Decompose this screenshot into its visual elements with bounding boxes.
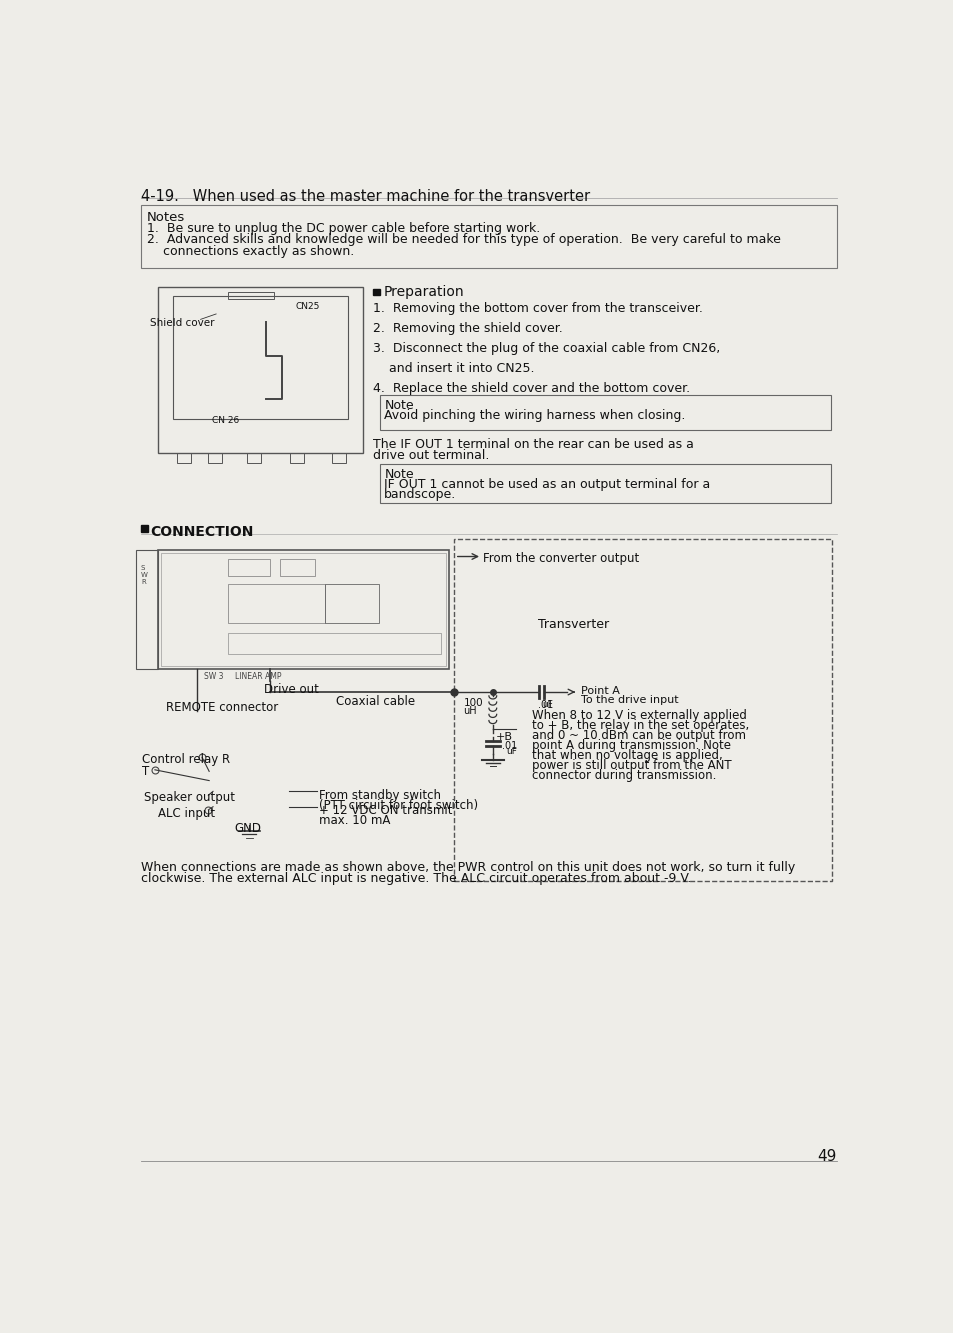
Text: CN25: CN25 [295, 303, 320, 312]
Text: Speaker output: Speaker output [144, 792, 234, 804]
Circle shape [231, 769, 239, 778]
Text: connector during transmission.: connector during transmission. [531, 769, 715, 782]
Circle shape [209, 742, 290, 822]
Text: uF: uF [506, 748, 517, 756]
Text: max. 10 mA: max. 10 mA [319, 814, 390, 828]
Text: 49: 49 [817, 1149, 836, 1165]
Text: Note: Note [384, 468, 414, 481]
Text: point A during transmission. Note: point A during transmission. Note [531, 738, 730, 752]
Text: and insert it into CN25.: and insert it into CN25. [373, 363, 535, 376]
Text: S
W
R: S W R [141, 565, 148, 585]
Bar [373, 288, 380, 296]
Text: When connections are made as shown above, the PWR control on this unit does not : When connections are made as shown above… [141, 861, 795, 873]
Text: Notes: Notes [147, 211, 185, 224]
Text: 3.  Disconnect the plug of the coaxial cable from CN26,: 3. Disconnect the plug of the coaxial ca… [373, 343, 720, 356]
Text: 100: 100 [463, 698, 482, 708]
Text: drive out terminal.: drive out terminal. [373, 449, 489, 461]
Bar [530, 768, 754, 778]
Text: 4-19.   When used as the master machine for the transverter: 4-19. When used as the master machine fo… [141, 189, 590, 204]
Text: CN 26: CN 26 [212, 416, 239, 425]
Bar [173, 296, 348, 420]
Bar [228, 292, 274, 300]
Bar [141, 205, 836, 268]
Circle shape [245, 794, 253, 804]
Text: Drive out: Drive out [264, 682, 318, 696]
Bar [454, 539, 831, 881]
Text: T: T [142, 765, 150, 778]
Bar [158, 287, 363, 453]
Circle shape [231, 786, 239, 794]
Text: Transverter: Transverter [537, 619, 608, 631]
Bar [530, 758, 754, 768]
Bar [136, 549, 158, 669]
Text: Shield cover: Shield cover [150, 317, 214, 328]
Text: The IF OUT 1 terminal on the rear can be used as a: The IF OUT 1 terminal on the rear can be… [373, 439, 694, 451]
Text: Coaxial cable: Coaxial cable [335, 694, 415, 708]
Text: SW 3: SW 3 [204, 672, 224, 681]
Text: ALC input: ALC input [158, 806, 214, 820]
Bar [228, 559, 270, 576]
Text: To the drive input: To the drive input [580, 694, 679, 705]
Circle shape [259, 769, 268, 778]
Circle shape [178, 593, 212, 627]
Bar [141, 525, 148, 532]
Text: Avoid pinching the wiring harness when closing.: Avoid pinching the wiring harness when c… [384, 409, 685, 421]
Text: and 0 ~ 10 dBm can be output from: and 0 ~ 10 dBm can be output from [531, 729, 744, 742]
Text: .01: .01 [537, 700, 553, 709]
Text: 2.  Advanced skills and knowledge will be needed for this type of operation.  Be: 2. Advanced skills and knowledge will be… [147, 233, 781, 247]
Bar [324, 584, 378, 623]
Bar [332, 453, 346, 463]
Circle shape [245, 761, 253, 769]
Bar [280, 559, 315, 576]
Text: IF OUT 1 cannot be used as an output terminal for a: IF OUT 1 cannot be used as an output ter… [384, 479, 710, 491]
Text: REMOTE connector: REMOTE connector [166, 701, 277, 714]
Text: uH: uH [463, 706, 476, 716]
Text: From the converter output: From the converter output [483, 552, 639, 565]
Text: CONNECTION: CONNECTION [150, 525, 253, 539]
Bar [228, 584, 324, 623]
Bar [290, 453, 303, 463]
Text: Point A: Point A [580, 686, 619, 696]
Text: When 8 to 12 V is externally applied: When 8 to 12 V is externally applied [531, 709, 745, 722]
Bar [158, 549, 448, 669]
Text: 1.  Be sure to unplug the DC power cable before starting work.: 1. Be sure to unplug the DC power cable … [147, 221, 539, 235]
Bar [228, 633, 440, 655]
Text: +B: +B [496, 732, 513, 742]
Text: clockwise. The external ALC input is negative. The ALC circuit operates from abo: clockwise. The external ALC input is neg… [141, 872, 691, 885]
Bar [161, 553, 445, 666]
Text: Control relay R: Control relay R [142, 753, 231, 766]
Text: to + B, the relay in the set operates,: to + B, the relay in the set operates, [531, 718, 748, 732]
Text: bandscope.: bandscope. [384, 488, 456, 501]
Text: Note: Note [384, 399, 414, 412]
Text: 1.  Removing the bottom cover from the transceiver.: 1. Removing the bottom cover from the tr… [373, 303, 702, 316]
Text: (PTT circuit for foot switch): (PTT circuit for foot switch) [319, 798, 477, 812]
Text: power is still output from the ANT: power is still output from the ANT [531, 758, 730, 772]
Text: 2.  Removing the shield cover.: 2. Removing the shield cover. [373, 323, 562, 336]
Bar [208, 453, 222, 463]
Circle shape [259, 786, 268, 794]
Circle shape [172, 587, 218, 633]
Circle shape [245, 778, 253, 786]
Bar [379, 395, 830, 431]
Text: uF: uF [542, 700, 553, 709]
Bar [247, 453, 261, 463]
Bar [530, 748, 754, 758]
Text: Preparation: Preparation [383, 285, 464, 299]
Bar [379, 464, 830, 503]
Text: GND: GND [233, 822, 261, 836]
Bar [177, 453, 192, 463]
Text: connections exactly as shown.: connections exactly as shown. [147, 245, 354, 257]
Text: + 12 VDC ON transmit: + 12 VDC ON transmit [319, 804, 453, 817]
Text: From standby switch: From standby switch [319, 789, 440, 802]
Text: .01: .01 [501, 741, 517, 750]
Text: 4.  Replace the shield cover and the bottom cover.: 4. Replace the shield cover and the bott… [373, 383, 690, 396]
Text: LINEAR AMP: LINEAR AMP [235, 672, 282, 681]
Text: that when no voltage is applied,: that when no voltage is applied, [531, 749, 721, 762]
